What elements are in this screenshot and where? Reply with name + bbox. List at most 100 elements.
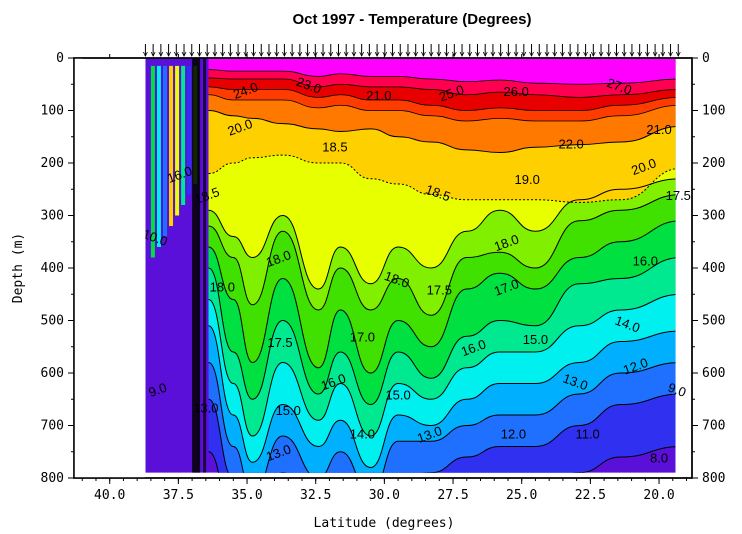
station-arrow [421,51,426,57]
front-stripe [162,65,167,237]
station-arrow [173,51,179,57]
isotherm-20 [208,110,676,154]
contour-label: 17.5 [267,335,292,350]
station-arrow [482,51,488,57]
station-arrow [521,51,527,57]
isotherm-18.5 [208,154,676,203]
station-arrow [189,51,195,57]
contour-label: 17.5 [666,188,691,203]
station-arrow [536,51,542,57]
x-tick-label: 37.5 [163,488,194,503]
y-tick-label-right: 600 [702,366,725,381]
isotherm-26 [208,69,676,85]
station-arrow [351,51,357,57]
station-arrow [513,51,519,57]
station-arrow [266,51,272,57]
front-stripe [169,65,174,226]
contour-label: 16.0 [633,253,658,268]
station-arrow [575,51,581,57]
station-arrow [529,51,534,57]
y-tick-label: 500 [41,314,64,329]
x-tick-label: 25.0 [506,488,537,503]
y-tick-label-right: 800 [702,471,725,486]
front-stripe [156,65,161,247]
station-arrow [297,51,303,57]
station-arrow [243,51,249,57]
station-arrow [583,51,588,57]
station-arrow [181,51,187,57]
y-tick-label: 700 [41,419,64,434]
station-arrow [498,51,504,57]
station-arrow [506,51,511,57]
station-arrow [343,51,349,57]
no-data-region [74,58,146,478]
station-arrow [614,51,619,57]
x-tick-label: 22.5 [575,488,606,503]
station-arrow [629,51,635,57]
x-tick-label: 35.0 [231,488,262,503]
y-axis-label: Depth (m) [11,233,26,303]
station-arrow [143,51,148,57]
isotherm-lines [208,69,676,473]
station-arrow [451,51,457,57]
station-arrow [220,51,225,57]
station-arrow [166,51,171,57]
station-arrow [606,51,612,57]
station-arrow [413,51,419,57]
station-arrow [367,51,372,57]
station-arrow [374,51,380,57]
contour-label: 18.5 [322,139,347,154]
station-arrow [150,51,156,57]
station-arrow [637,51,643,57]
contour-label: 13.0 [193,400,218,415]
x-tick-label: 30.0 [369,488,400,503]
station-arrow [428,51,434,57]
y-tick-label-right: 200 [702,156,725,171]
station-arrow [560,51,565,57]
contour-label: 21.0 [366,88,391,103]
y-tick-label: 400 [41,261,64,276]
y-tick-label-right: 400 [702,261,725,276]
station-arrow [235,51,241,57]
station-arrow [397,51,403,57]
station-arrow [621,51,627,57]
isotherm-15 [208,257,676,406]
chart-title: Oct 1997 - Temperature (Degrees) [293,11,532,28]
surface-band-26 [208,58,676,85]
isotherm-17 [208,194,676,316]
station-arrow [645,51,650,57]
contour-label: 9.0 [666,380,688,400]
station-arrow [552,51,558,57]
station-markers [143,44,681,57]
station-arrow [204,51,210,57]
temperature-field [145,58,676,473]
x-tick-label: 40.0 [94,488,125,503]
x-axis-label: Latitude (degrees) [314,516,455,531]
isotherm-16 [208,220,676,374]
contour-label: 17.5 [427,282,452,297]
contour-label: 9.0 [147,380,169,400]
y-tick-label-right: 0 [702,51,710,66]
y-tick-label-right: 300 [702,209,725,224]
isotherm-24 [208,77,676,98]
station-arrow [467,51,473,57]
station-arrow [668,51,673,57]
station-arrow [228,51,233,57]
isotherm-22 [208,86,676,111]
isotherm-12 [208,362,676,473]
station-arrow [675,51,681,57]
y-tick-label: 600 [41,366,64,381]
y-tick-label: 800 [41,471,64,486]
station-arrow [282,51,287,57]
contour-label: 15.0 [523,332,548,347]
contour-label: 17.0 [350,330,375,345]
station-arrow [320,51,326,57]
y-tick-label-right: 500 [702,314,725,329]
station-arrow [305,51,310,57]
station-arrow [652,51,658,57]
station-arrow [390,51,395,57]
isotherm-18 [208,178,676,290]
y-tick-label: 0 [56,51,64,66]
contour-label: 22.0 [558,136,583,151]
y-tick-label: 200 [41,156,64,171]
